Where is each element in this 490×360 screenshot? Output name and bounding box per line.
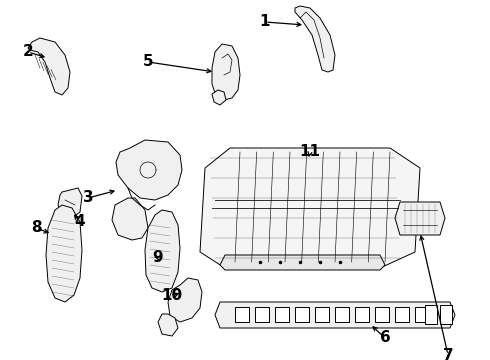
Text: 4: 4 <box>74 215 85 230</box>
Polygon shape <box>58 188 82 218</box>
Polygon shape <box>212 90 226 105</box>
Polygon shape <box>220 255 385 270</box>
Text: 6: 6 <box>380 330 391 346</box>
Polygon shape <box>28 38 70 95</box>
Polygon shape <box>46 205 82 302</box>
Polygon shape <box>255 307 269 322</box>
Polygon shape <box>375 307 389 322</box>
Polygon shape <box>200 148 420 268</box>
Polygon shape <box>275 307 289 322</box>
Polygon shape <box>212 44 240 100</box>
Text: 8: 8 <box>31 220 41 235</box>
Text: 1: 1 <box>260 14 270 30</box>
Polygon shape <box>158 314 178 336</box>
Polygon shape <box>145 210 180 292</box>
Polygon shape <box>295 6 335 72</box>
Polygon shape <box>415 307 429 322</box>
Polygon shape <box>395 307 409 322</box>
Polygon shape <box>295 307 309 322</box>
Text: 5: 5 <box>143 54 153 69</box>
Polygon shape <box>215 302 455 328</box>
Text: 2: 2 <box>23 45 33 59</box>
Polygon shape <box>116 140 182 200</box>
Text: 3: 3 <box>83 190 93 206</box>
Polygon shape <box>395 202 445 235</box>
Text: 7: 7 <box>442 347 453 360</box>
Polygon shape <box>235 307 249 322</box>
Text: 9: 9 <box>153 251 163 266</box>
Text: 11: 11 <box>299 144 320 159</box>
Polygon shape <box>315 307 329 322</box>
Polygon shape <box>440 305 452 324</box>
Polygon shape <box>168 278 202 322</box>
Polygon shape <box>112 198 148 240</box>
Polygon shape <box>335 307 349 322</box>
Polygon shape <box>355 307 369 322</box>
Text: 10: 10 <box>161 288 183 303</box>
Polygon shape <box>425 305 437 324</box>
